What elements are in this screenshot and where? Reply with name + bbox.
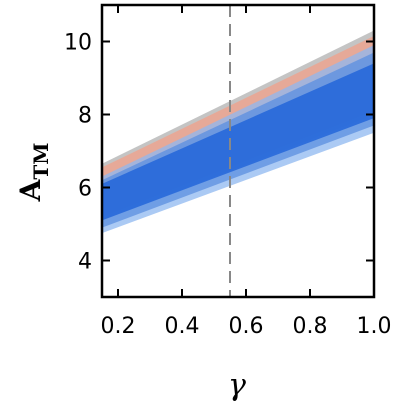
y-label-subscript: TM	[29, 143, 53, 180]
x-tick-label: 0.8	[293, 314, 328, 339]
plot-frame	[100, 3, 376, 299]
x-tick-label: 0.2	[101, 314, 136, 339]
x-tick-label: 1.0	[357, 314, 392, 339]
x-tick-label: 0.4	[165, 314, 200, 339]
y-label-main: A	[14, 178, 47, 202]
y-tick-label: 8	[78, 104, 92, 129]
x-axis-label: γ	[228, 368, 246, 403]
band	[102, 63, 374, 221]
y-tick-label: 6	[78, 177, 92, 202]
y-tick-label: 4	[78, 250, 92, 275]
y-tick-label: 10	[64, 31, 92, 56]
x-tick-label: 0.6	[229, 314, 264, 339]
y-axis-label: ATM	[14, 143, 53, 203]
